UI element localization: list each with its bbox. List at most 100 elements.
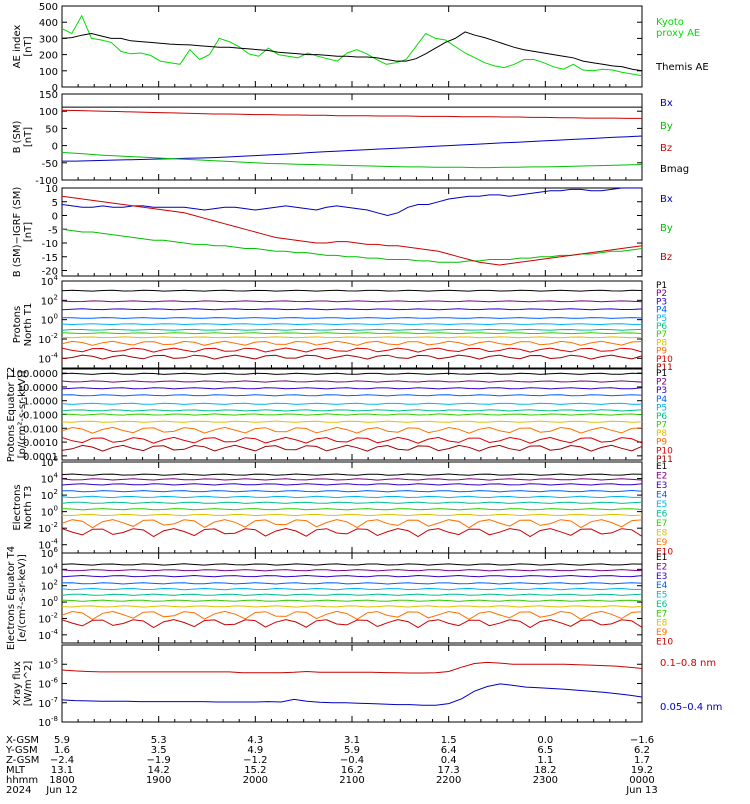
y-tick-label: 10-5 bbox=[38, 657, 58, 671]
y-tick-label: 100.0000 bbox=[10, 369, 58, 380]
series-line-0-05-0-4-nm bbox=[62, 683, 642, 706]
y-tick-label: 10-8 bbox=[38, 715, 58, 729]
channel-line-e2 bbox=[62, 569, 642, 572]
x-axis-cell: 2200 bbox=[436, 775, 461, 786]
y-tick-label: 0.0001 bbox=[23, 452, 58, 463]
series-line-bz bbox=[62, 195, 642, 266]
y-tick-label: 0 bbox=[52, 212, 58, 223]
legend-by: By bbox=[660, 223, 673, 234]
channel-line-p7 bbox=[62, 332, 642, 335]
channel-line-p4 bbox=[62, 394, 642, 397]
legend-bmag: Bmag bbox=[660, 164, 689, 175]
x-axis-cell: −1.9 bbox=[147, 755, 171, 766]
y-tick-label: 10-6 bbox=[38, 677, 58, 691]
channel-line-e6 bbox=[62, 593, 642, 596]
y-tick-label: 400 bbox=[39, 18, 58, 29]
channel-line-e10 bbox=[62, 527, 642, 538]
y-axis-label-line: [p/(cm²-s-sr-keV)] bbox=[17, 371, 28, 459]
series-line-kyoto-proxy-ae bbox=[62, 14, 642, 77]
legend-p4: P4 bbox=[656, 306, 667, 316]
panel-frame bbox=[61, 187, 643, 277]
legend-p11: P11 bbox=[656, 455, 673, 465]
x-axis-table: X-GSMY-GSMZ-GSMMLThhmm20245.91.6−2.413.1… bbox=[5, 735, 658, 796]
x-axis-cell: 2100 bbox=[339, 775, 364, 786]
x-axis-cell: 6.5 bbox=[537, 745, 553, 756]
legend-e10: E10 bbox=[656, 547, 673, 557]
panel-frame bbox=[61, 5, 643, 88]
legend-e1: E1 bbox=[656, 553, 667, 563]
legend-e10: E10 bbox=[656, 637, 673, 647]
legend-e8: E8 bbox=[656, 528, 668, 538]
legend-p9: P9 bbox=[656, 347, 667, 357]
channel-line-p2 bbox=[62, 380, 642, 383]
legend-bz: Bz bbox=[660, 252, 672, 263]
channel-line-e10 bbox=[62, 619, 642, 629]
legend-proxy-ae: proxy AE bbox=[656, 28, 700, 39]
channel-line-p6 bbox=[62, 409, 642, 412]
legend-p2: P2 bbox=[656, 289, 667, 299]
series-line-themis-ae bbox=[62, 31, 642, 72]
channel-line-e1 bbox=[62, 563, 642, 566]
legend-p6: P6 bbox=[656, 412, 667, 422]
legend-p10: P10 bbox=[656, 446, 673, 456]
channel-line-e5 bbox=[62, 587, 642, 591]
channel-line-p6 bbox=[62, 328, 642, 331]
y-tick-label: 102 bbox=[41, 488, 58, 502]
channel-line-p3 bbox=[62, 387, 642, 390]
legend-p8: P8 bbox=[656, 429, 667, 439]
y-axis-label-line: North T1 bbox=[23, 303, 34, 347]
legend-p1: P1 bbox=[656, 369, 667, 379]
y-tick-label: 10-4 bbox=[38, 351, 58, 365]
x-axis-cell: 1900 bbox=[146, 775, 171, 786]
y-tick-label: 10-4 bbox=[38, 628, 58, 642]
legend-e4: E4 bbox=[656, 490, 668, 500]
y-axis-label: B (SM)−IGRF (SM) [nT] bbox=[12, 187, 34, 278]
x-axis-cell: −1.2 bbox=[243, 755, 267, 766]
channel-line-e8 bbox=[62, 513, 642, 517]
y-axis-label-line: Protons bbox=[12, 306, 23, 343]
y-axis-label-line: [nT] bbox=[23, 127, 34, 147]
channel-line-e1 bbox=[62, 473, 642, 476]
y-axis-label: Electrons Equator T4 [e/(cm²-s-sr-keV)] bbox=[6, 546, 28, 650]
panel-5: Protons Equator T2 [p/(cm²-s-sr-keV)]100.… bbox=[6, 367, 673, 465]
legend-bx: Bx bbox=[660, 194, 673, 205]
legend-bz: Bz bbox=[660, 143, 672, 154]
legend-e2: E2 bbox=[656, 471, 667, 481]
legend-xray-long: 0.1–0.8 nm bbox=[660, 658, 716, 669]
y-tick-label: 0 bbox=[52, 83, 58, 94]
legend-e6: E6 bbox=[656, 600, 668, 610]
series-group bbox=[62, 372, 642, 452]
y-tick-label: 102 bbox=[41, 293, 58, 307]
y-tick-label: 10-2 bbox=[38, 332, 58, 346]
channel-line-p5 bbox=[62, 402, 642, 405]
y-axis-label: Protons Equator T2 [p/(cm²-s-sr-keV)] bbox=[6, 367, 28, 463]
y-tick-label: 10-2 bbox=[38, 521, 58, 535]
x-axis-cell: 4.3 bbox=[247, 735, 263, 746]
legend-e6: E6 bbox=[656, 509, 668, 519]
x-axis-cell: 1800 bbox=[49, 775, 74, 786]
panel-frame bbox=[61, 461, 643, 554]
panel-1: AE index [nT] 500 400 300 200 100 0 bbox=[12, 2, 643, 94]
y-tick-label: 1.0000 bbox=[23, 397, 58, 408]
channel-line-e3 bbox=[62, 483, 642, 486]
series-group bbox=[62, 473, 642, 538]
x-axis-cell: −1.6 bbox=[630, 735, 654, 746]
channel-line-p11 bbox=[62, 444, 642, 452]
x-axis-cell: 0.4 bbox=[441, 755, 457, 766]
legend-p10: P10 bbox=[656, 355, 673, 365]
legend-e7: E7 bbox=[656, 609, 667, 619]
channel-line-e3 bbox=[62, 574, 642, 578]
channel-line-p10 bbox=[62, 436, 642, 444]
x-axis-row-label: X-GSM bbox=[6, 735, 39, 746]
legend-p3: P3 bbox=[656, 297, 667, 307]
panel-2: B (SM) [nT] 150 100 50 0 -50 -100 bbox=[12, 90, 643, 187]
x-axis-cell: 3.5 bbox=[151, 745, 167, 756]
y-tick-label: 100 bbox=[41, 313, 58, 327]
y-axis-label-line: North T3 bbox=[23, 486, 34, 530]
y-axis-label-line: [e/(cm²-s-sr-keV)] bbox=[17, 554, 28, 642]
legend-e3: E3 bbox=[656, 481, 667, 491]
legend-kyoto: Kyoto bbox=[656, 17, 684, 28]
channel-line-p9 bbox=[62, 340, 642, 346]
y-tick-label: 200 bbox=[39, 51, 58, 62]
